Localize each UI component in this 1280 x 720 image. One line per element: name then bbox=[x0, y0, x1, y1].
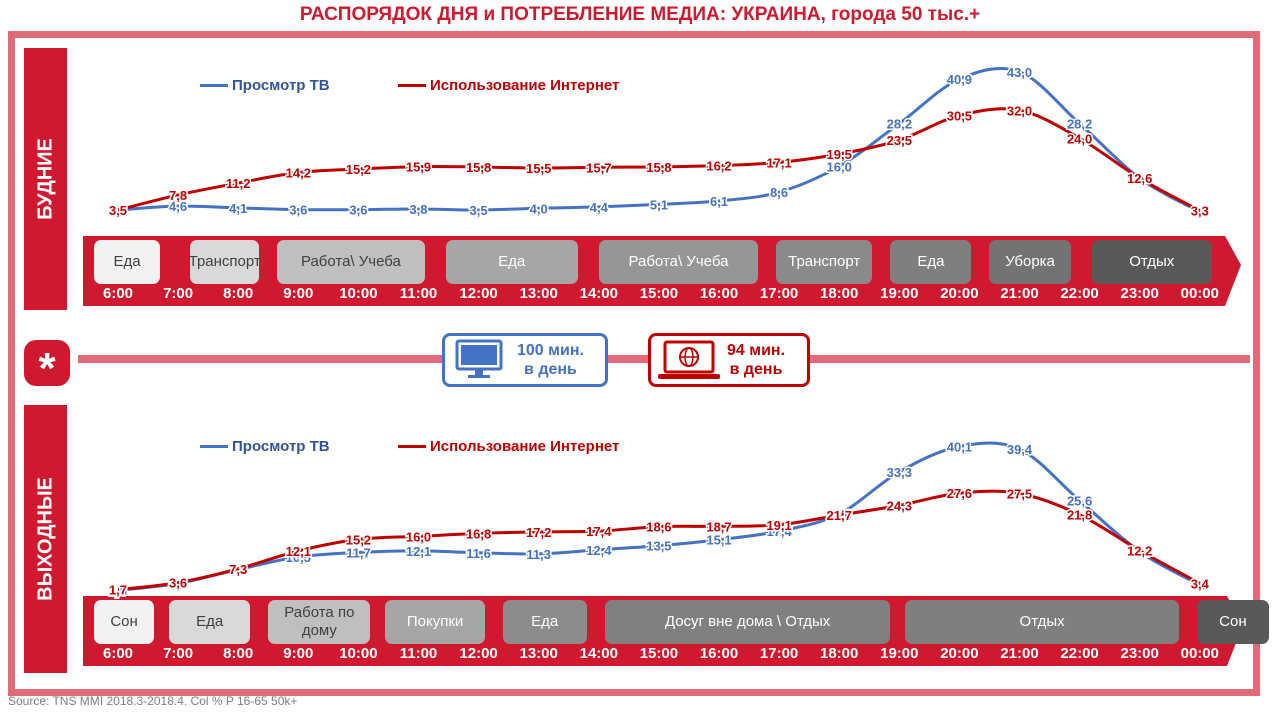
time-label: 10:00 bbox=[339, 285, 378, 302]
legend-tv-label: Просмотр ТВ bbox=[232, 438, 330, 455]
time-label: 20:00 bbox=[940, 285, 979, 302]
time-label: 13:00 bbox=[519, 285, 558, 302]
time-label: 8:00 bbox=[223, 285, 254, 302]
time-label: 11:00 bbox=[399, 645, 438, 662]
time-label: 23:00 bbox=[1120, 285, 1159, 302]
tv-minutes-box: 100 мин. в день bbox=[442, 333, 608, 387]
time-label: 12:00 bbox=[459, 645, 498, 662]
time-label: 9:00 bbox=[283, 285, 314, 302]
time-label: 18:00 bbox=[820, 285, 859, 302]
asterisk-icon: * bbox=[24, 340, 70, 393]
activity-block: Досуг вне дома \ Отдых bbox=[604, 600, 891, 644]
legend-tv-label: Просмотр ТВ bbox=[232, 77, 330, 94]
internet-minutes-value: 94 мин. bbox=[727, 342, 786, 359]
time-label: 18:00 bbox=[820, 645, 859, 662]
time-label: 7:00 bbox=[163, 645, 194, 662]
time-label: 10:00 bbox=[339, 645, 378, 662]
tv-minutes-unit: в день bbox=[524, 361, 577, 378]
time-label: 15:00 bbox=[639, 645, 679, 662]
time-label: 17:00 bbox=[759, 645, 799, 662]
time-label: 22:00 bbox=[1060, 645, 1099, 662]
weekdays-legend-tv: Просмотр ТВ bbox=[200, 77, 330, 94]
weekend-legend-internet: Использование Интернет bbox=[398, 438, 619, 455]
activity-block: Работа\ Учеба bbox=[598, 240, 759, 284]
time-label: 16:00 bbox=[699, 645, 739, 662]
time-label: 00:00 bbox=[1180, 285, 1219, 302]
activity-block: Транспорт bbox=[189, 240, 261, 284]
time-label: 16:00 bbox=[699, 285, 739, 302]
legend-internet-label: Использование Интернет bbox=[430, 77, 620, 94]
laptop-globe-icon bbox=[658, 340, 720, 379]
time-label: 9:00 bbox=[283, 645, 314, 662]
weekdays-timeline: Еда Транспорт Работа\ Учеба Еда Работа\ Учеб… bbox=[83, 236, 1241, 306]
activity-block: Покупки bbox=[385, 600, 485, 644]
time-label: 21:00 bbox=[1000, 645, 1039, 662]
time-label: 8:00 bbox=[223, 645, 254, 662]
activity-block: Уборка bbox=[989, 240, 1071, 284]
activity-block: Еда bbox=[445, 240, 578, 284]
activity-block: Еда bbox=[94, 240, 161, 284]
weekdays-sidebar: БУДНИЕ bbox=[24, 48, 67, 310]
internet-minutes-unit: в день bbox=[729, 361, 783, 378]
tv-minutes-value: 100 мин. bbox=[517, 342, 584, 359]
tv-monitor-icon bbox=[455, 339, 503, 378]
time-label: 23:00 bbox=[1120, 645, 1159, 662]
time-label: 12:00 bbox=[459, 285, 498, 302]
activity-block: Еда bbox=[502, 600, 587, 644]
legend-internet-label: Использование Интернет bbox=[430, 438, 620, 455]
time-label: 11:00 bbox=[399, 285, 438, 302]
activity-block: Работа по дому bbox=[268, 600, 371, 644]
time-label: 21:00 bbox=[1000, 285, 1039, 302]
weekend-label: ВЫХОДНЫЕ bbox=[34, 477, 56, 601]
weekend-legend-tv: Просмотр ТВ bbox=[200, 438, 330, 455]
time-label: 19:00 bbox=[880, 645, 919, 662]
time-label: 00:00 bbox=[1180, 645, 1219, 662]
weekend-timeline: Сон Еда Работа по дому Покупки Еда Досуг вне … bbox=[83, 596, 1269, 666]
time-label: 14:00 bbox=[579, 285, 618, 302]
activity-block: Отдых bbox=[1091, 240, 1212, 284]
internet-minutes-box: 94 мин. в день bbox=[648, 333, 810, 387]
time-label: 7:00 bbox=[163, 285, 194, 302]
time-label: 6:00 bbox=[102, 645, 134, 662]
internet-minutes-text: 94 мин. в день bbox=[727, 341, 785, 379]
activity-block: Транспорт bbox=[776, 240, 873, 284]
page-title: РАСПОРЯДОК ДНЯ и ПОТРЕБЛЕНИЕ МЕДИА: УКРА… bbox=[299, 4, 981, 25]
time-label: 17:00 bbox=[759, 285, 799, 302]
tv-minutes-text: 100 мин. в день bbox=[517, 341, 584, 379]
source-note: Source: TNS MMI 2018.3-2018.4. Col % P 1… bbox=[8, 694, 298, 708]
time-label: 15:00 bbox=[639, 285, 679, 302]
activity-block: Отдых bbox=[905, 600, 1179, 644]
content-frame bbox=[8, 31, 1260, 696]
activity-block: Еда bbox=[890, 240, 972, 284]
activity-block: Работа\ Учеба bbox=[277, 240, 425, 284]
time-label: 19:00 bbox=[880, 285, 919, 302]
weekend-sidebar: ВЫХОДНЫЕ bbox=[24, 405, 67, 673]
activity-block: Сон bbox=[94, 600, 155, 644]
time-label: 13:00 bbox=[519, 645, 558, 662]
activity-block: Сон bbox=[1196, 600, 1269, 644]
weekdays-legend-internet: Использование Интернет bbox=[398, 77, 619, 94]
time-label: 14:00 bbox=[579, 645, 618, 662]
time-label: 6:00 bbox=[102, 285, 134, 302]
time-label: 22:00 bbox=[1060, 285, 1099, 302]
weekdays-label: БУДНИЕ bbox=[34, 138, 56, 220]
time-label: 20:00 bbox=[940, 645, 979, 662]
activity-block: Еда bbox=[169, 600, 251, 644]
